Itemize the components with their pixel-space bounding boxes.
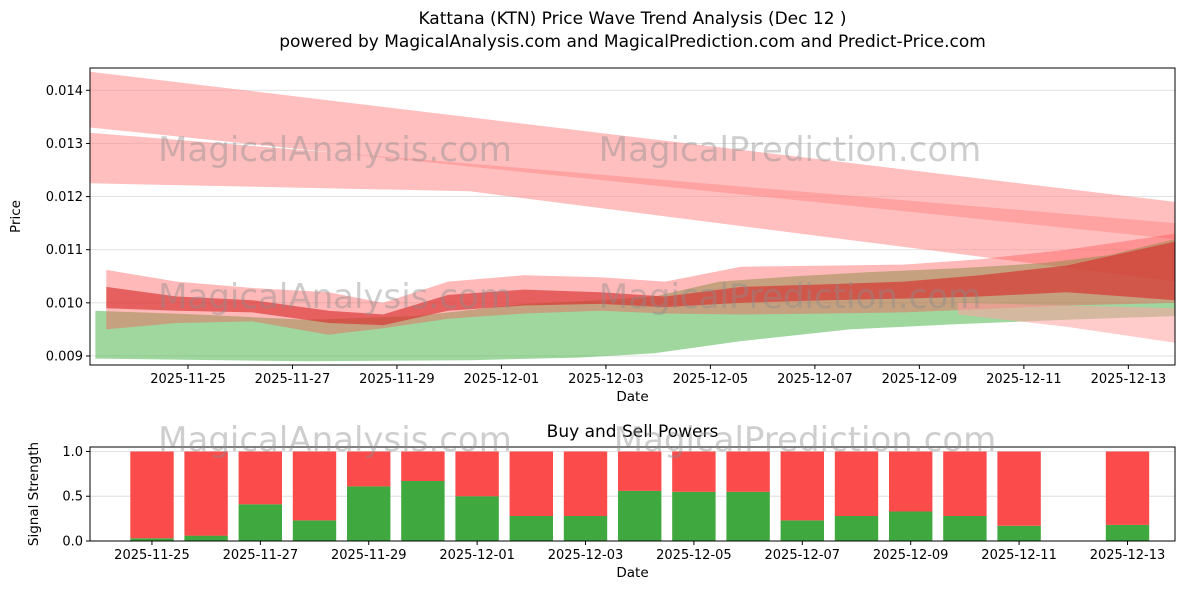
x-tick-label: 2025-11-29 — [359, 372, 435, 387]
y-tick-label: 0.009 — [46, 349, 83, 364]
buy-bar — [618, 490, 662, 541]
power-chart-title: Buy and Sell Powers — [546, 422, 719, 442]
x-tick-label: 2025-11-25 — [114, 548, 190, 563]
sell-bar — [943, 451, 987, 516]
x-tick-label: 2025-11-27 — [255, 372, 331, 387]
sell-bar — [889, 451, 933, 512]
sell-bar — [1105, 451, 1150, 525]
buy-bar — [509, 515, 553, 541]
x-tick-label: 2025-12-03 — [568, 372, 644, 387]
y-tick-label: 1.0 — [62, 445, 83, 460]
sell-bar — [184, 451, 228, 536]
x-tick-label: 2025-12-11 — [981, 548, 1057, 563]
y-tick-label: 0.0 — [62, 535, 83, 550]
buy-bar — [672, 491, 716, 541]
x-tick-label: 2025-12-09 — [882, 372, 958, 387]
buy-bar — [889, 511, 933, 541]
sell-bar — [780, 451, 824, 521]
band-upper-resistance-band-1 — [90, 71, 1175, 240]
y-tick-label: 0.014 — [46, 84, 83, 99]
buy-bar — [184, 535, 228, 541]
x-axis-label: Date — [616, 565, 648, 581]
x-tick-label: 2025-12-13 — [1091, 372, 1167, 387]
buy-bar — [834, 515, 879, 541]
plot-border — [89, 446, 1176, 542]
x-tick-label: 2025-12-07 — [765, 548, 841, 563]
sell-bar — [618, 451, 662, 491]
y-tick-label: 0.5 — [62, 490, 83, 505]
buy-bar — [1105, 524, 1150, 541]
buy-bar — [726, 491, 770, 541]
x-axis-label: Date — [616, 389, 648, 405]
sell-bar — [834, 451, 879, 516]
x-tick-label: 2025-11-27 — [223, 548, 299, 563]
y-tick-label: 0.012 — [46, 190, 83, 205]
sell-bar — [455, 451, 499, 497]
sell-bar — [347, 451, 391, 487]
x-tick-label: 2025-12-03 — [548, 548, 624, 563]
buy-bar — [563, 515, 608, 541]
buy-bar — [238, 504, 282, 541]
sell-bar — [997, 451, 1041, 526]
band-red-trend-halo — [106, 233, 1175, 335]
buy-bar — [347, 486, 391, 541]
x-tick-label: 2025-12-01 — [464, 372, 540, 387]
x-tick-label: 2025-11-25 — [150, 372, 226, 387]
y-axis-label: Signal Strength — [26, 442, 42, 546]
buy-bar — [401, 481, 445, 541]
band-red-trend-core — [106, 241, 1175, 326]
y-axis-label: Price — [8, 200, 24, 233]
sell-bar — [563, 451, 608, 516]
x-tick-label: 2025-12-05 — [673, 372, 749, 387]
x-tick-label: 2025-11-29 — [331, 548, 407, 563]
buy-bar — [997, 525, 1041, 541]
x-tick-label: 2025-12-07 — [777, 372, 853, 387]
buy-bar — [943, 515, 987, 541]
plot-border — [89, 67, 1176, 366]
x-tick-label: 2025-12-01 — [439, 548, 515, 563]
sell-bar — [726, 451, 770, 492]
band-lower-pink-strip — [958, 302, 1175, 343]
sell-bar — [401, 451, 445, 481]
sell-bar — [130, 451, 174, 539]
x-tick-label: 2025-12-09 — [873, 548, 949, 563]
price-chart-title: Kattana (KTN) Price Wave Trend Analysis … — [418, 9, 847, 29]
price-chart-subtitle: powered by MagicalAnalysis.com and Magic… — [279, 32, 986, 52]
y-tick-label: 0.013 — [46, 137, 83, 152]
buy-bar — [780, 520, 824, 541]
x-tick-label: 2025-12-05 — [656, 548, 732, 563]
band-upper-resistance-band-2 — [90, 132, 1175, 282]
sell-bar — [672, 451, 716, 492]
buy-bar — [455, 496, 499, 541]
buy-bar — [292, 520, 337, 541]
sell-bar — [292, 451, 337, 521]
sell-bar — [238, 451, 282, 505]
y-tick-label: 0.011 — [46, 243, 83, 258]
sell-bar — [509, 451, 553, 516]
y-tick-label: 0.010 — [46, 296, 83, 311]
x-tick-label: 2025-12-11 — [986, 372, 1062, 387]
buy-bar — [130, 538, 174, 541]
x-tick-label: 2025-12-13 — [1090, 548, 1166, 563]
